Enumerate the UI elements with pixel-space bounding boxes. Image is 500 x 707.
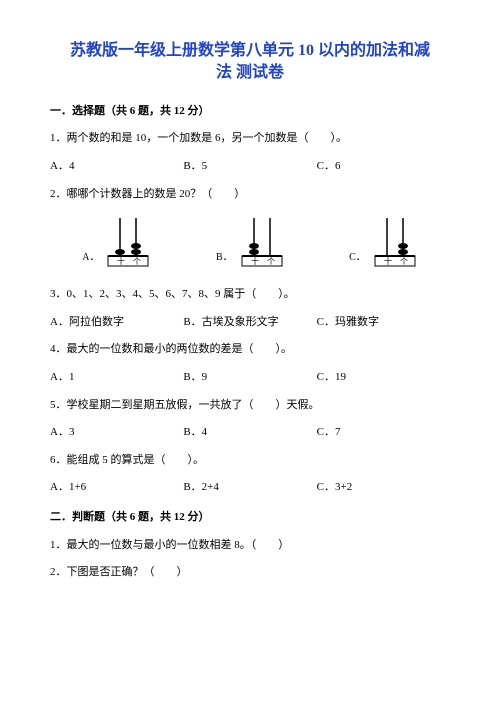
q1-options: A．4 B．5 C．6	[50, 158, 450, 176]
s2-q1: 1．最大的一位数与最小的一位数相差 8。（ ）	[50, 537, 450, 555]
q4-opt-a: A．1	[50, 369, 183, 387]
abacus-b-svg: 十 个	[239, 218, 285, 268]
svg-text:个: 个	[133, 257, 141, 266]
title-line1: 苏教版一年级上册数学第八单元 10 以内的加法和减	[50, 40, 450, 62]
q4-opt-c: C．19	[317, 369, 450, 387]
q6-opt-a: A．1+6	[50, 479, 183, 497]
q3-opt-b: B．古埃及象形文字	[183, 314, 316, 332]
s2-q2: 2．下图是否正确？（ ）	[50, 564, 450, 582]
q5-opt-c: C．7	[317, 424, 450, 442]
q5-options: A．3 B．4 C．7	[50, 424, 450, 442]
q4-opt-b: B．9	[183, 369, 316, 387]
q5-text: 5．学校星期二到星期五放假，一共放了（ ）天假。	[50, 397, 450, 415]
q6-options: A．1+6 B．2+4 C．3+2	[50, 479, 450, 497]
title-line2: 法 测试卷	[50, 62, 450, 84]
q1-opt-b: B．5	[183, 158, 316, 176]
q2-opt-a: A．	[82, 250, 99, 268]
q5-opt-b: B．4	[183, 424, 316, 442]
q3-options: A．阿拉伯数字 B．古埃及象形文字 C．玛雅数字	[50, 314, 450, 332]
abacus-a-svg: 十 个	[105, 218, 151, 268]
section1-header: 一．选择题（共 6 题，共 12 分）	[50, 103, 450, 121]
svg-text:个: 个	[267, 257, 275, 266]
section2-header: 二．判断题（共 6 题，共 12 分）	[50, 509, 450, 527]
abacus-b: B． 十 个	[216, 218, 285, 268]
svg-text:十: 十	[251, 256, 259, 266]
q1-text: 1．两个数的和是 10，一个加数是 6，另一个加数是（ ）。	[50, 130, 450, 148]
q2-opt-c: C．	[349, 250, 366, 268]
q3-opt-c: C．玛雅数字	[317, 314, 450, 332]
svg-text:个: 个	[400, 257, 408, 266]
q3-opt-a: A．阿拉伯数字	[50, 314, 183, 332]
svg-text:十: 十	[384, 256, 392, 266]
abacus-c: C． 十 个	[349, 218, 418, 268]
abacus-c-svg: 十 个	[372, 218, 418, 268]
abacus-row: A． 十 个 B． 十	[50, 218, 450, 268]
q1-opt-a: A．4	[50, 158, 183, 176]
q4-options: A．1 B．9 C．19	[50, 369, 450, 387]
q1-opt-c: C．6	[317, 158, 450, 176]
q6-text: 6．能组成 5 的算式是（ ）。	[50, 452, 450, 470]
svg-text:十: 十	[117, 256, 125, 266]
q3-text: 3．0、1、2、3、4、5、6、7、8、9 属于（ ）。	[50, 286, 450, 304]
q2-opt-b: B．	[216, 250, 233, 268]
abacus-a: A． 十 个	[82, 218, 151, 268]
page-title: 苏教版一年级上册数学第八单元 10 以内的加法和减 法 测试卷	[50, 40, 450, 85]
q6-opt-b: B．2+4	[183, 479, 316, 497]
q4-text: 4．最大的一位数和最小的两位数的差是（ ）。	[50, 341, 450, 359]
q2-text: 2．哪哪个计数器上的数是 20？（ ）	[50, 186, 450, 204]
q6-opt-c: C．3+2	[317, 479, 450, 497]
q5-opt-a: A．3	[50, 424, 183, 442]
